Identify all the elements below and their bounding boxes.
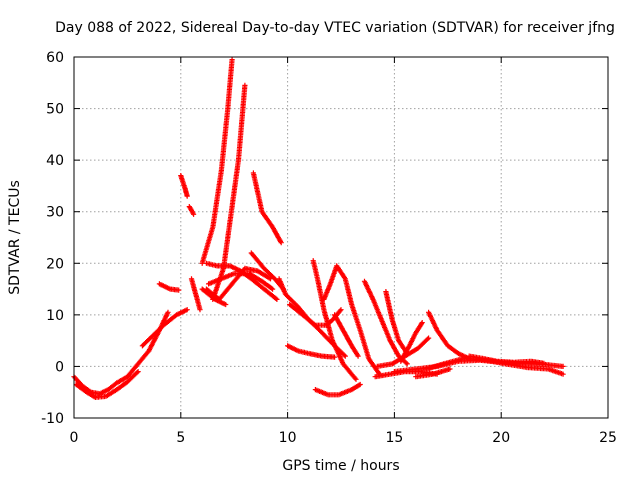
y-axis-label: SDTVAR / TECUs — [7, 180, 23, 295]
series-arc-o — [250, 170, 284, 246]
data-point-markers — [398, 320, 425, 364]
y-tick-label: 0 — [55, 359, 64, 375]
data-point-markers — [71, 309, 171, 397]
plot-frame — [73, 56, 609, 419]
x-tick-label: 25 — [599, 430, 617, 446]
axis-ticks: 0 5 10 15 20 25 -10 0 10 20 30 40 50 60 — [41, 50, 617, 446]
series-arc-d — [156, 281, 182, 293]
series-arc-h — [199, 57, 235, 266]
series-arc-r — [285, 343, 338, 360]
series-arc-x — [383, 289, 410, 357]
data-point-markers — [250, 170, 284, 246]
x-tick-label: 5 — [176, 430, 185, 446]
data-point-markers — [186, 204, 197, 217]
series-arc-e — [178, 173, 190, 199]
data-point-markers — [466, 353, 547, 366]
y-tick-label: 60 — [46, 50, 64, 66]
y-tick-label: 30 — [46, 205, 64, 221]
series-arc-ab — [426, 309, 472, 362]
y-tick-label: -10 — [41, 411, 64, 427]
x-tick-label: 10 — [279, 430, 297, 446]
series-arc-aa — [398, 320, 425, 364]
data-point-markers — [73, 369, 141, 400]
y-tick-label: 40 — [46, 153, 64, 169]
chart-title: Day 088 of 2022, Sidereal Day-to-day VTE… — [55, 20, 615, 36]
data-point-markers — [156, 281, 182, 293]
data-point-markers — [203, 265, 274, 302]
data-point-markers — [199, 57, 235, 266]
y-tick-label: 50 — [46, 102, 64, 118]
x-tick-label: 20 — [492, 430, 510, 446]
data-point-markers — [374, 335, 432, 369]
series-arc-f — [186, 204, 197, 217]
series-arc-u — [321, 263, 382, 377]
data-point-markers — [332, 312, 361, 359]
data-point-markers — [310, 258, 359, 382]
series-arc-m — [203, 265, 274, 302]
data-point-markers — [139, 307, 190, 349]
series-arc-s — [312, 381, 363, 398]
data-point-markers — [426, 309, 472, 362]
series-arc-af — [466, 353, 547, 366]
data-point-markers — [178, 173, 190, 199]
series-arc-z — [374, 335, 432, 369]
series-arc-t — [310, 258, 359, 382]
data-point-markers — [188, 276, 203, 313]
series-arc-ae — [413, 366, 453, 380]
x-axis-label: GPS time / hours — [282, 458, 399, 474]
y-tick-label: 20 — [46, 256, 64, 272]
series-arc-v — [332, 312, 361, 359]
y-tick-label: 10 — [46, 308, 64, 324]
series-arc-g — [188, 276, 203, 313]
series-arc-a — [71, 309, 171, 397]
data-points — [71, 57, 566, 400]
series-arc-b — [73, 369, 141, 400]
data-point-markers — [312, 381, 363, 398]
series-arc-c — [139, 307, 190, 349]
data-point-markers — [285, 343, 338, 360]
x-tick-label: 15 — [385, 430, 403, 446]
data-point-markers — [321, 263, 382, 377]
data-point-markers — [413, 366, 453, 380]
data-point-markers — [383, 289, 410, 357]
x-tick-label: 0 — [70, 430, 79, 446]
